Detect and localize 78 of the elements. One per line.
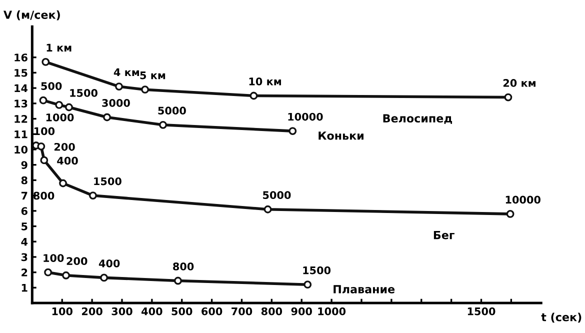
text: Коньки [318, 132, 364, 140]
text: Плавание [334, 285, 395, 294]
point [40, 156, 48, 164]
point [115, 82, 123, 90]
x-axis-title: t (сек) [541, 312, 582, 323]
point [65, 103, 73, 112]
annotation: 400 [98, 259, 120, 268]
x-tick-label: 900 [291, 307, 312, 316]
x-tick-label: 500 [172, 307, 192, 316]
point [88, 192, 97, 200]
y-tick-label: 12 [14, 114, 28, 123]
annotation: 4 км [114, 68, 140, 76]
y-tick-label: 5 [22, 222, 28, 230]
y-tick-label: 11 [14, 130, 28, 138]
annotation: 20 км [503, 79, 536, 87]
x-tick-label: 700 [232, 307, 252, 316]
point [100, 274, 108, 282]
point [506, 210, 514, 218]
point [159, 120, 167, 129]
annotation: 800 [34, 192, 54, 200]
y-tick-label: 2 [22, 268, 28, 276]
x-tick-label: 600 [202, 307, 222, 316]
point [37, 142, 46, 150]
point [39, 96, 48, 104]
annotation: 10000 [288, 112, 323, 121]
x-tick-label: 1500 [468, 307, 496, 316]
annotation: 1500 [70, 89, 98, 97]
x-tick-label: 400 [142, 307, 162, 316]
series-label: Велосипед [383, 114, 452, 124]
annotation: 100 [34, 127, 55, 136]
point [55, 100, 64, 109]
point [174, 276, 182, 285]
point [141, 86, 149, 94]
annotation: 800 [173, 262, 194, 270]
y-tick-label: 13 [14, 100, 28, 108]
annotation: 1500 [94, 177, 122, 186]
annotation: 100 [44, 254, 64, 262]
annotation: 5000 [158, 106, 186, 115]
y-tick-label: 1 [22, 284, 28, 292]
y-tick-label: 14 [14, 84, 28, 92]
annotation: 5000 [263, 191, 291, 200]
annotation: 1000 [46, 113, 74, 122]
x-tick-label: 1000 [318, 307, 346, 316]
y-tick-label: 10 [14, 146, 28, 154]
y-tick-label: 7 [21, 192, 28, 200]
y-tick-label: 8 [21, 176, 28, 184]
x-tick-label: 300 [112, 307, 132, 316]
x-tick-label: 100 [52, 307, 72, 316]
series-label: Бег [434, 230, 454, 240]
annotation: 1500 [303, 266, 331, 274]
y-tick-label: 3 [21, 253, 28, 262]
y-axis-title: V (м/сек) [4, 10, 60, 20]
point [44, 268, 52, 276]
point [42, 58, 50, 66]
x-tick-label: 800 [261, 307, 282, 316]
annotation: 500 [41, 82, 62, 90]
point [504, 93, 512, 102]
point [62, 271, 70, 280]
annotation: 200 [54, 142, 75, 151]
annotation: 5 км [140, 72, 166, 80]
point [264, 205, 272, 214]
y-tick-label: 6 [21, 207, 28, 216]
point [304, 280, 312, 289]
annotation: 10 км [249, 78, 281, 86]
y-tick-label: 16 [14, 54, 28, 62]
annotation: 3000 [102, 99, 130, 107]
point [103, 113, 111, 122]
y-tick-label: 15 [14, 69, 28, 77]
x-tick-label: 200 [82, 307, 102, 316]
y-tick-label: 9 [21, 161, 28, 169]
y-tick-label: 4 [21, 238, 28, 246]
annotation: 400 [57, 156, 78, 165]
annotation: 200 [66, 257, 88, 266]
point [250, 92, 258, 100]
point [59, 179, 67, 188]
annotation: 1 км [46, 44, 72, 52]
point [288, 127, 297, 136]
annotation: 10000 [506, 196, 540, 204]
